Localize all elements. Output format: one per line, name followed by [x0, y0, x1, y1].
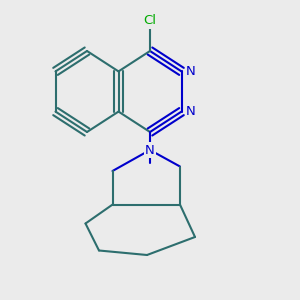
Text: N: N: [186, 65, 195, 78]
Text: N: N: [145, 143, 155, 157]
Text: N: N: [186, 105, 195, 118]
Text: Cl: Cl: [143, 14, 157, 28]
